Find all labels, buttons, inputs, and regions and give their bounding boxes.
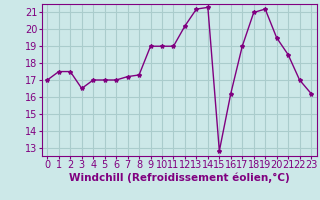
X-axis label: Windchill (Refroidissement éolien,°C): Windchill (Refroidissement éolien,°C): [69, 173, 290, 183]
